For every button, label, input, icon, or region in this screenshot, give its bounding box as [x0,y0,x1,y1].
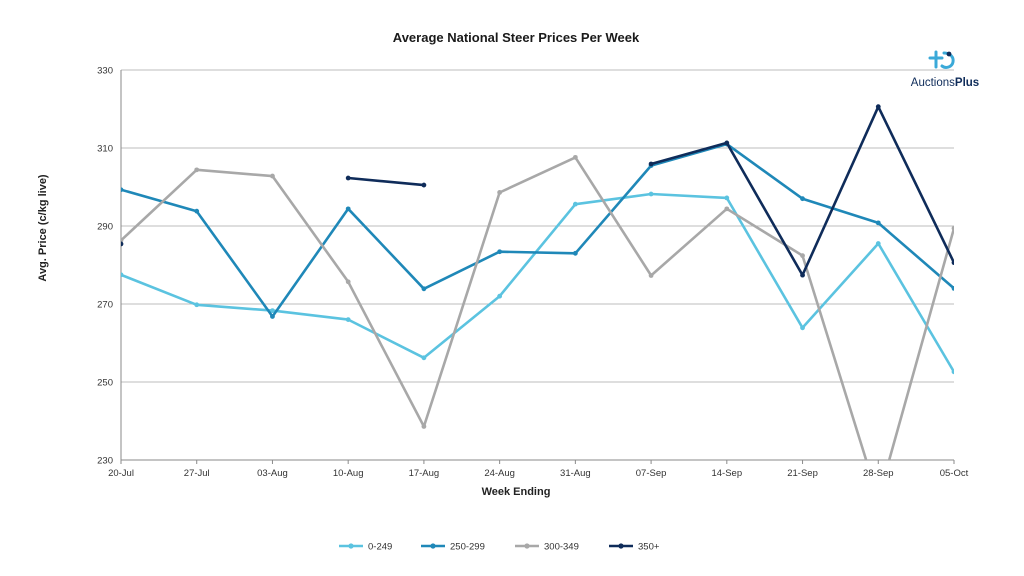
data-point [270,314,275,319]
data-point [194,302,200,308]
data-point [121,187,124,193]
data-point [800,253,805,259]
legend-label: 250-299 [450,542,485,553]
data-point [572,154,578,160]
series-0-249 [121,191,954,375]
y-tick-label: 230 [97,456,113,467]
data-point [121,272,124,278]
data-point [345,206,351,212]
data-point [421,286,427,292]
series-line-300-349 [121,156,954,460]
legend-marker [430,543,436,549]
data-point [876,497,881,502]
series-line-250-299 [121,142,954,318]
legend-item-350+: 350+ [609,542,660,553]
chart-title: Average National Steer Prices Per Week [393,30,640,45]
series-group [121,104,954,502]
data-point [951,286,954,291]
gridlines [120,69,954,461]
data-point [572,250,578,256]
series-line-350+ [346,176,426,187]
x-tick-label: 07-Sep [636,468,667,479]
legend-item-300-349: 300-349 [515,542,579,553]
x-tick-label: 31-Aug [560,468,591,479]
data-point [800,196,805,202]
series-350+ [121,104,954,278]
series-line-0-249 [121,192,954,374]
data-point [421,182,427,188]
data-point [875,220,881,226]
logo-wordmark: AuctionsPlus [911,77,979,89]
y-tick-label: 330 [97,66,113,77]
y-axis-label: Avg. Price (c/kg live) [37,174,49,282]
x-tick-label: 17-Aug [409,468,440,479]
x-axis-ticks: 20-Jul 27-Jul 03-Aug 10-Aug 17-Aug 24-Aug 31-A… [108,460,969,479]
legend-marker [348,543,354,549]
legend-marker [618,543,624,549]
data-point [724,140,730,146]
series-300-349 [121,154,954,502]
data-point [497,249,503,255]
x-tick-label: 24-Aug [484,468,515,479]
data-point [194,208,200,214]
x-tick-label: 10-Aug [333,468,364,479]
y-tick-label: 270 [97,300,113,311]
data-point [951,369,954,375]
data-point [345,317,351,322]
data-point [194,167,200,173]
legend-marker [524,543,530,549]
x-tick-label: 28-Sep [863,468,894,479]
data-point [345,175,351,181]
data-point [724,195,730,201]
data-point [497,190,503,195]
x-tick-label: 27-Jul [184,468,210,479]
data-point [121,241,124,247]
data-point [648,161,654,167]
logo-text-auctions: Auctions [911,77,955,89]
data-point [648,191,654,197]
data-point [421,424,427,429]
data-point [951,260,954,266]
x-tick-label: 03-Aug [257,468,288,479]
data-point [875,241,881,246]
legend-label: 300-349 [544,542,579,553]
legend-item-0-249: 0-249 [339,542,392,553]
y-axis-ticks: 230 250 270 290 310 330 [97,66,113,467]
data-point [270,173,275,179]
auctionsplus-logo: AuctionsPlus [911,50,979,89]
legend: 0-249 250-299 300-349 350+ [339,542,660,553]
series-250-299 [121,141,954,319]
data-point [800,272,805,278]
data-point [875,104,881,110]
x-tick-label: 05-Oct [940,468,969,479]
legend-label: 350+ [638,542,660,553]
data-point [951,225,954,231]
auctionsplus-logo-icon [928,50,955,69]
data-point [572,201,578,207]
data-point [800,325,805,331]
data-point [421,355,427,361]
x-axis-label: Week Ending [482,486,551,498]
legend-label: 0-249 [368,542,392,553]
y-tick-label: 290 [97,222,113,233]
data-point [497,293,503,299]
x-tick-label: 14-Sep [711,468,742,479]
y-tick-label: 310 [97,144,113,155]
x-tick-label: 20-Jul [108,468,134,479]
data-point [724,206,730,212]
y-tick-label: 250 [97,378,113,389]
data-point [345,279,351,285]
logo-text-plus: Plus [955,77,979,89]
data-point [648,273,654,278]
data-point [270,308,275,314]
x-tick-label: 21-Sep [787,468,818,479]
legend-item-250-299: 250-299 [421,542,485,553]
